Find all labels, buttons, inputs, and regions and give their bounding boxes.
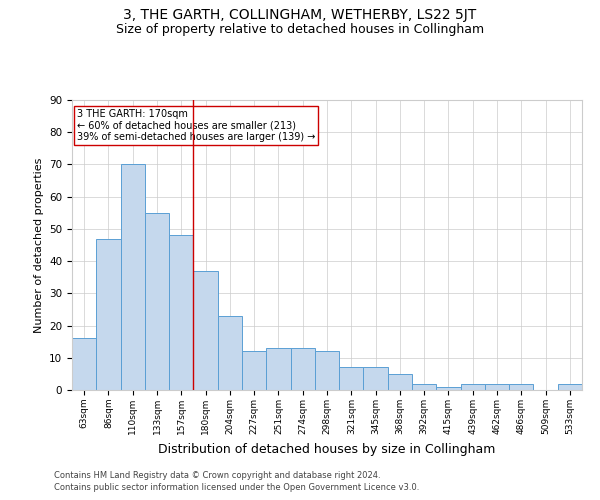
Bar bbox=[218, 316, 242, 390]
Bar bbox=[72, 338, 96, 390]
Bar bbox=[169, 236, 193, 390]
Bar bbox=[315, 352, 339, 390]
Bar bbox=[485, 384, 509, 390]
Y-axis label: Number of detached properties: Number of detached properties bbox=[34, 158, 44, 332]
Bar bbox=[364, 368, 388, 390]
Bar bbox=[96, 238, 121, 390]
Text: Size of property relative to detached houses in Collingham: Size of property relative to detached ho… bbox=[116, 22, 484, 36]
Bar bbox=[193, 271, 218, 390]
Bar bbox=[242, 352, 266, 390]
Text: Distribution of detached houses by size in Collingham: Distribution of detached houses by size … bbox=[158, 442, 496, 456]
Bar bbox=[388, 374, 412, 390]
Bar bbox=[121, 164, 145, 390]
Bar bbox=[412, 384, 436, 390]
Bar bbox=[558, 384, 582, 390]
Text: Contains public sector information licensed under the Open Government Licence v3: Contains public sector information licen… bbox=[54, 484, 419, 492]
Bar bbox=[145, 213, 169, 390]
Text: 3, THE GARTH, COLLINGHAM, WETHERBY, LS22 5JT: 3, THE GARTH, COLLINGHAM, WETHERBY, LS22… bbox=[124, 8, 476, 22]
Text: Contains HM Land Registry data © Crown copyright and database right 2024.: Contains HM Land Registry data © Crown c… bbox=[54, 471, 380, 480]
Bar bbox=[509, 384, 533, 390]
Bar bbox=[339, 368, 364, 390]
Bar bbox=[461, 384, 485, 390]
Bar bbox=[266, 348, 290, 390]
Bar bbox=[290, 348, 315, 390]
Text: 3 THE GARTH: 170sqm
← 60% of detached houses are smaller (213)
39% of semi-detac: 3 THE GARTH: 170sqm ← 60% of detached ho… bbox=[77, 108, 316, 142]
Bar bbox=[436, 387, 461, 390]
